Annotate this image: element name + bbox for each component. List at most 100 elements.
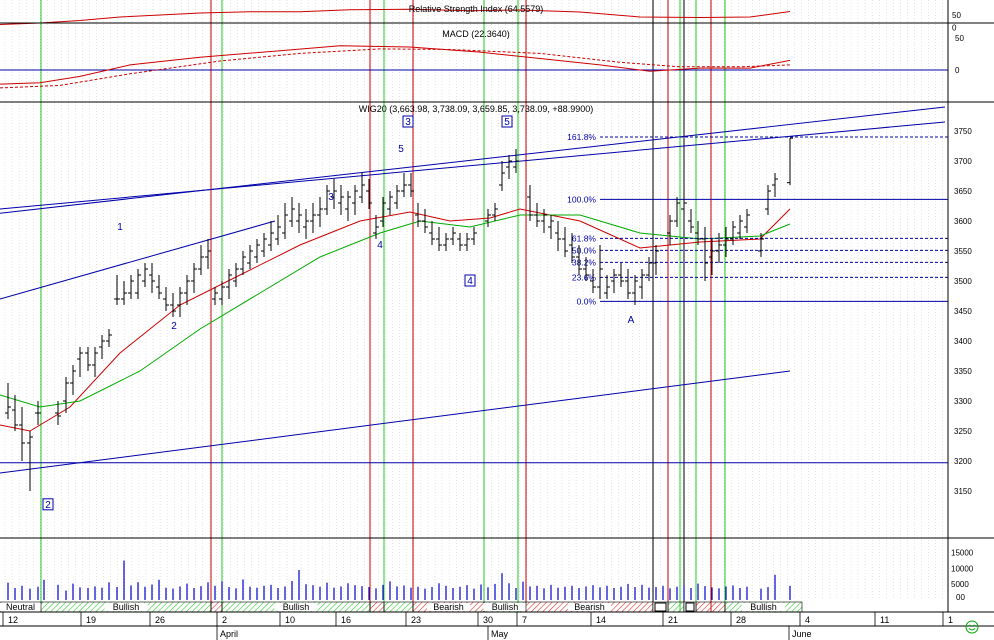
price-tick-label: 3450 — [954, 307, 972, 316]
price-tick-label: 3650 — [954, 187, 972, 196]
x-tick-label: 7 — [522, 615, 527, 625]
sentiment-segment — [667, 601, 685, 613]
sentiment-bar: Neutral Bullish Bullish Bearish Bullish Beari… — [0, 601, 803, 613]
sentiment-label: Neutral — [6, 602, 35, 612]
wave-label-box — [501, 115, 513, 128]
x-tick-label: 12 — [8, 615, 18, 625]
sentiment-label-bg — [274, 603, 318, 611]
price-tick-label: 3200 — [954, 457, 972, 466]
x-tick-label: 14 — [596, 615, 606, 625]
sentiment-label-bg — [483, 603, 527, 611]
x-tick-label: 2 — [222, 615, 227, 625]
trendline — [0, 106, 946, 214]
macd-title: MACD (22.3640) — [442, 29, 510, 39]
fib-level-label: 50.0% — [572, 245, 597, 255]
fib-level-label: 61.8% — [572, 233, 597, 243]
wave-label: 5 — [398, 144, 404, 155]
macd-line — [0, 45, 791, 85]
month-label: April — [220, 629, 238, 639]
wave-label: 2 — [45, 500, 51, 511]
wave-label: 3 — [328, 192, 334, 203]
sentiment-label-bg — [567, 603, 612, 611]
rsi-tick-label: 50 — [952, 11, 961, 20]
macd-tick-label: 50 — [955, 34, 964, 43]
trendline — [0, 220, 276, 300]
sentiment-segment — [695, 601, 726, 613]
fib-level-label: 23.6% — [572, 272, 597, 282]
price-tick-label: 3250 — [954, 427, 972, 436]
price-panel: 3150 3200 3250 3300 3350 3400 3450 3500 3550 3600… — [0, 106, 972, 511]
grid — [4, 0, 943, 600]
price-tick-label: 3350 — [954, 367, 972, 376]
fib-level-label: 161.8% — [567, 132, 596, 142]
wave-label: 1 — [117, 222, 123, 233]
wave-label: 2 — [171, 321, 177, 332]
x-tick-label: 16 — [341, 615, 351, 625]
sentiment-box — [654, 602, 667, 612]
wave-label: 5 — [504, 117, 510, 128]
price-tick-label: 3400 — [954, 337, 972, 346]
price-tick-label: 3550 — [954, 247, 972, 256]
volume-panel: 15000 10000 5000 — [7, 549, 974, 600]
sentiment-label: Bullish — [492, 602, 519, 612]
sentiment-label-bg — [104, 603, 148, 611]
sentiment-label-bg — [0, 603, 43, 611]
price-tick-label: 3150 — [954, 487, 972, 496]
sentiment-segment — [369, 601, 385, 613]
rsi-panel: 500 — [0, 8, 961, 33]
macd-panel: 50 0 — [0, 34, 964, 89]
sentiment-label: Bearish — [433, 602, 464, 612]
price-tick-label: 3750 — [954, 127, 972, 136]
x-tick-label: 26 — [155, 615, 165, 625]
fib-level-label: 100.0% — [567, 194, 596, 204]
wave-label: 4 — [377, 240, 383, 251]
x-tick-label: 10 — [285, 615, 295, 625]
wave-label: A — [628, 315, 635, 326]
x-tick-label: 28 — [736, 615, 746, 625]
corner-label: 00 — [956, 593, 965, 602]
x-tick-label: 21 — [668, 615, 678, 625]
rsi-title: Relative Strength Index (64.5579) — [409, 4, 544, 14]
price-title: WIG20 (3,663.98, 3,738.09, 3,659.85, 3,7… — [359, 104, 593, 114]
x-tick-label: 11 — [880, 615, 889, 625]
month-label: May — [491, 629, 509, 639]
x-tick-label: 1 — [948, 615, 953, 625]
wave-label: 3 — [405, 117, 411, 128]
price-tick-label: 3600 — [954, 217, 972, 226]
month-label: June — [792, 629, 812, 639]
trendline — [0, 370, 791, 474]
sentiment-label-bg — [426, 603, 471, 611]
sentiment-label-bg — [741, 603, 786, 611]
price-tick-label: 3500 — [954, 277, 972, 286]
fib-level-label: 0.0% — [577, 296, 597, 306]
sentiment-label: Bullish — [283, 602, 310, 612]
sentiment-label: Bullish — [113, 602, 140, 612]
panel-frames — [0, 0, 994, 627]
wave-label-box — [464, 274, 476, 287]
x-tick-label: 23 — [411, 615, 421, 625]
fib-level-label: 38.2% — [572, 257, 597, 267]
sentiment-segment — [210, 601, 223, 613]
x-tick-label: 19 — [86, 615, 96, 625]
smiley-icon[interactable] — [965, 620, 979, 634]
price-tick-label: 3300 — [954, 397, 972, 406]
rsi-tick-label: 0 — [952, 24, 957, 33]
volume-tick-label: 15000 — [951, 549, 974, 558]
x-tick-label: 4 — [805, 615, 810, 625]
macd-line — [0, 48, 791, 89]
volume-tick-label: 10000 — [951, 564, 974, 573]
sentiment-segment — [383, 601, 414, 613]
volume-tick-label: 5000 — [951, 580, 969, 589]
moving-average — [0, 208, 791, 432]
wave-label-box — [402, 115, 414, 128]
wave-label: 4 — [467, 276, 473, 287]
price-tick-label: 3700 — [954, 157, 972, 166]
rsi-line — [0, 8, 791, 25]
macd-tick-label: 0 — [955, 66, 960, 75]
sentiment-box — [685, 602, 695, 612]
sentiment-label: Bullish — [750, 602, 777, 612]
x-tick-label: 30 — [483, 615, 493, 625]
wave-label-box — [42, 498, 54, 511]
